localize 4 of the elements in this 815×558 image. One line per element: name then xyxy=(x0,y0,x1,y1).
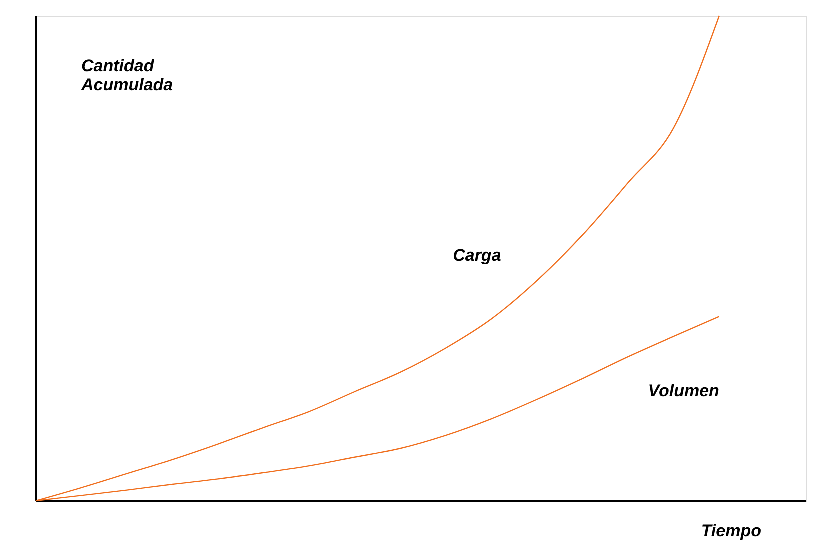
text: Carga xyxy=(453,246,502,265)
series-label: Volumen xyxy=(648,382,720,401)
y-axis-title: Cantidad Acumulada xyxy=(80,56,174,94)
x-axis-title: Tiempo xyxy=(701,522,762,540)
